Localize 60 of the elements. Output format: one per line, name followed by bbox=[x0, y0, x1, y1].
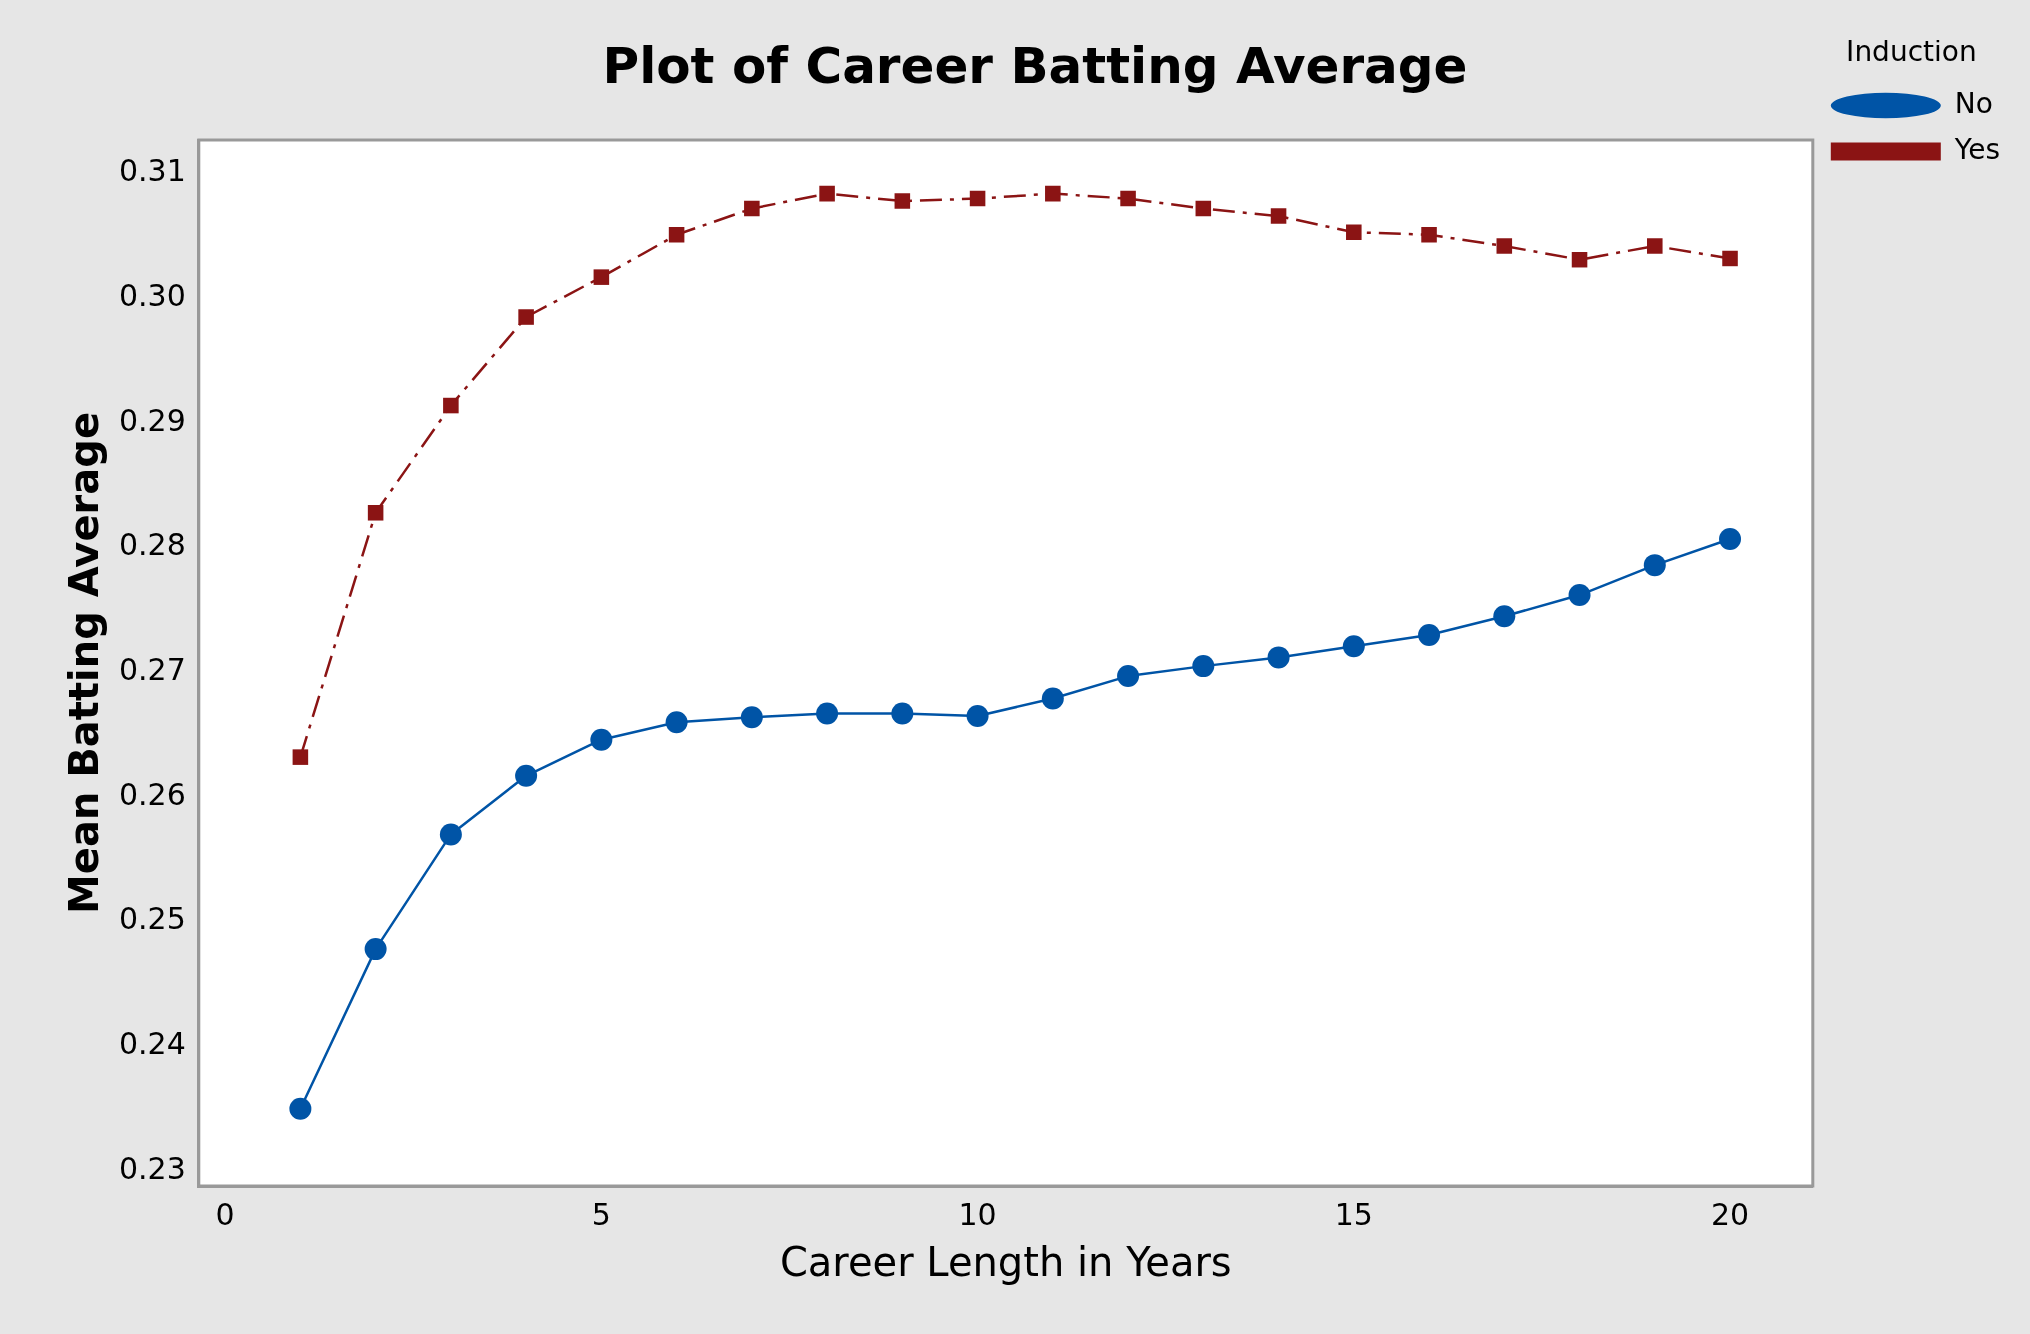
legend-label: Yes bbox=[1953, 132, 2000, 166]
point bbox=[1722, 250, 1738, 267]
point bbox=[590, 728, 613, 751]
y-tick-label: 0.26 bbox=[119, 776, 186, 812]
x-tick-label: 20 bbox=[1710, 1196, 1750, 1232]
point bbox=[1493, 605, 1516, 628]
point bbox=[1421, 226, 1437, 243]
legend-title: Induction bbox=[1846, 35, 1977, 69]
point bbox=[1647, 238, 1663, 254]
point bbox=[515, 764, 538, 787]
x-tick-label: 15 bbox=[1334, 1196, 1373, 1232]
x-tick-label: 0 bbox=[215, 1196, 235, 1232]
point bbox=[439, 823, 462, 846]
point bbox=[593, 269, 610, 285]
point bbox=[1719, 527, 1742, 550]
point bbox=[443, 397, 459, 414]
point bbox=[819, 185, 835, 202]
y-tick-label: 0.27 bbox=[119, 652, 186, 688]
point bbox=[1195, 200, 1212, 217]
y-tick-label: 0.23 bbox=[119, 1150, 186, 1186]
point bbox=[1117, 665, 1140, 688]
point bbox=[969, 190, 986, 207]
y-tick-label: 0.30 bbox=[119, 278, 186, 314]
point bbox=[740, 706, 763, 729]
y-axis-title: Mean Batting Average bbox=[61, 411, 108, 915]
y-tick-label: 0.28 bbox=[119, 527, 186, 563]
y-tick-label: 0.24 bbox=[119, 1026, 186, 1062]
point bbox=[668, 226, 685, 243]
legend-label: No bbox=[1954, 86, 1993, 120]
point bbox=[1267, 646, 1290, 669]
y-tick-label: 0.31 bbox=[119, 153, 186, 189]
x-tick-label: 10 bbox=[958, 1196, 997, 1232]
x-axis-title: Career Length in Years bbox=[779, 1239, 1232, 1286]
chart-title: Plot of Career Batting Average bbox=[602, 36, 1468, 95]
point bbox=[665, 711, 688, 734]
point bbox=[1342, 635, 1365, 658]
point bbox=[744, 200, 760, 217]
point bbox=[367, 504, 384, 521]
point bbox=[1346, 224, 1362, 241]
point bbox=[289, 1097, 312, 1120]
point bbox=[518, 309, 534, 325]
point bbox=[1643, 554, 1666, 577]
x-tick-label: 5 bbox=[591, 1196, 611, 1232]
y-tick-label: 0.25 bbox=[119, 901, 186, 937]
point bbox=[1041, 687, 1064, 710]
point bbox=[1120, 190, 1136, 207]
point bbox=[816, 702, 839, 725]
point bbox=[292, 749, 309, 765]
point bbox=[1270, 208, 1287, 224]
point bbox=[1568, 584, 1591, 607]
point bbox=[1571, 251, 1588, 268]
point bbox=[1045, 185, 1061, 202]
point bbox=[894, 193, 911, 209]
point bbox=[1192, 655, 1215, 678]
point bbox=[364, 938, 387, 961]
point bbox=[1418, 623, 1441, 646]
point bbox=[891, 702, 914, 725]
y-tick-label: 0.29 bbox=[119, 402, 186, 438]
point bbox=[966, 704, 989, 727]
point bbox=[1496, 238, 1513, 254]
